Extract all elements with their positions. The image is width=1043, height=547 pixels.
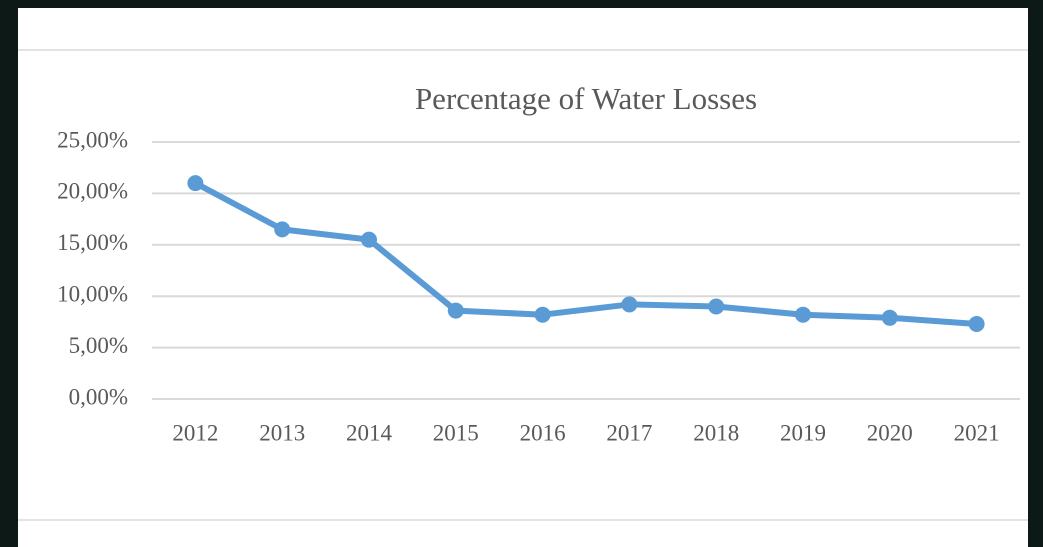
line	[193, 180, 977, 327]
x-tick-label: 2018	[693, 420, 739, 445]
marker	[968, 315, 985, 332]
marker	[361, 231, 377, 248]
x-tick-label: 2016	[520, 420, 566, 445]
y-tick-label: 10,00%	[57, 281, 128, 306]
marker	[187, 175, 204, 192]
x-tick-label: 2015	[433, 420, 479, 445]
y-tick-label: 0,00%	[69, 384, 128, 409]
panel	[18, 8, 1028, 547]
marker	[795, 306, 811, 323]
x-tick-label: 2012	[172, 420, 218, 445]
x-tick-label: 2021	[954, 420, 1000, 445]
marker	[534, 306, 551, 323]
y-tick-label: 20,00%	[57, 179, 128, 204]
chart-title: Percentage of Water Losses	[415, 81, 757, 116]
marker	[274, 221, 291, 238]
marker	[708, 298, 725, 315]
y-tick-label: 5,00%	[69, 333, 128, 358]
x-tick-label: 2013	[259, 420, 305, 445]
marker	[447, 302, 464, 319]
marker	[881, 309, 898, 326]
y-tick-label: 25,00%	[57, 127, 128, 152]
marker	[621, 296, 638, 313]
x-tick-label: 2020	[867, 420, 913, 445]
x-tick-label: 2017	[606, 420, 652, 445]
y-tick-label: 15,00%	[57, 230, 128, 255]
x-tick-label: 2014	[346, 420, 393, 445]
x-tick-label: 2019	[780, 420, 826, 445]
